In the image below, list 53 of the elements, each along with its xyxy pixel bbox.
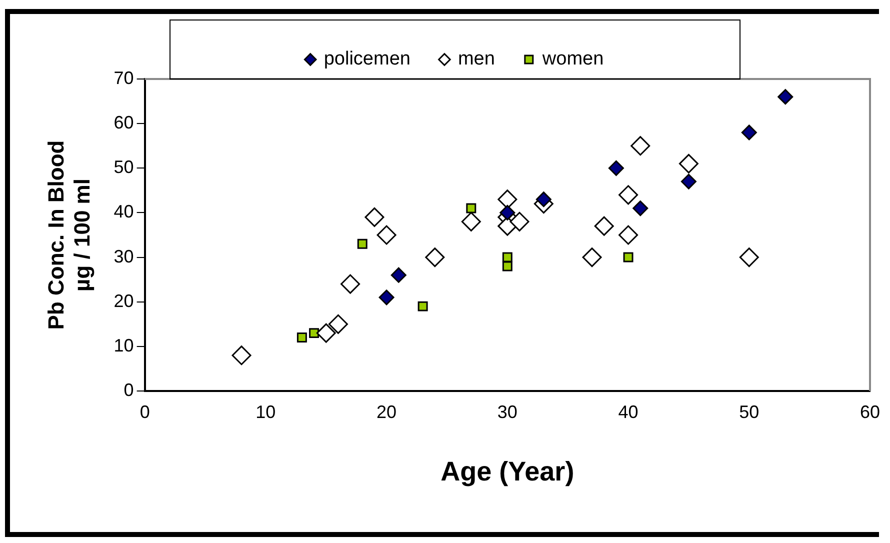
point xyxy=(630,136,650,156)
point xyxy=(500,204,516,220)
legend-label: policemen xyxy=(324,48,410,70)
point xyxy=(364,207,384,227)
point xyxy=(461,212,481,232)
y-tick-label: 10 xyxy=(114,335,134,356)
point xyxy=(498,190,518,210)
point xyxy=(502,261,512,272)
legend-label: men xyxy=(458,48,495,70)
y-tick-label: 70 xyxy=(114,68,134,88)
point xyxy=(623,252,634,262)
point xyxy=(618,225,638,245)
point xyxy=(232,346,252,366)
point xyxy=(778,89,794,105)
y-tick-label: 0 xyxy=(124,380,134,400)
point xyxy=(316,323,336,343)
point xyxy=(632,200,648,216)
point xyxy=(594,216,614,236)
x-tick-label: 60 xyxy=(860,402,880,422)
y-tick-label: 20 xyxy=(114,290,134,311)
x-tick-label: 20 xyxy=(376,402,397,422)
point xyxy=(510,212,530,232)
y-axis-title: Pb Conc. In Blood µg / 100 ml xyxy=(43,140,95,330)
point xyxy=(390,267,406,283)
x-tick-label: 30 xyxy=(497,402,518,422)
x-axis-title: Age (Year) xyxy=(440,456,574,486)
point xyxy=(296,332,307,343)
y-tick-label: 50 xyxy=(114,157,134,178)
point xyxy=(741,124,757,140)
y-tick-label: 60 xyxy=(114,112,134,133)
x-tick-label: 0 xyxy=(140,402,150,422)
point xyxy=(425,248,445,268)
point xyxy=(466,203,476,214)
point xyxy=(376,225,396,245)
point xyxy=(582,248,602,268)
point xyxy=(618,185,638,205)
legend-label: women xyxy=(541,48,604,70)
y-tick-label: 30 xyxy=(114,246,134,266)
y-tick-label: 40 xyxy=(114,202,134,222)
x-tick-label: 40 xyxy=(618,402,638,422)
x-tick-label: 50 xyxy=(739,402,760,422)
point xyxy=(357,238,368,249)
point xyxy=(328,314,348,334)
point xyxy=(739,248,759,268)
point xyxy=(608,160,624,176)
point xyxy=(418,301,428,312)
point xyxy=(536,192,552,208)
x-tick-label: 10 xyxy=(256,402,276,422)
point xyxy=(680,174,696,190)
point xyxy=(678,154,698,174)
point xyxy=(378,290,394,306)
point xyxy=(340,274,360,294)
point xyxy=(309,328,320,338)
